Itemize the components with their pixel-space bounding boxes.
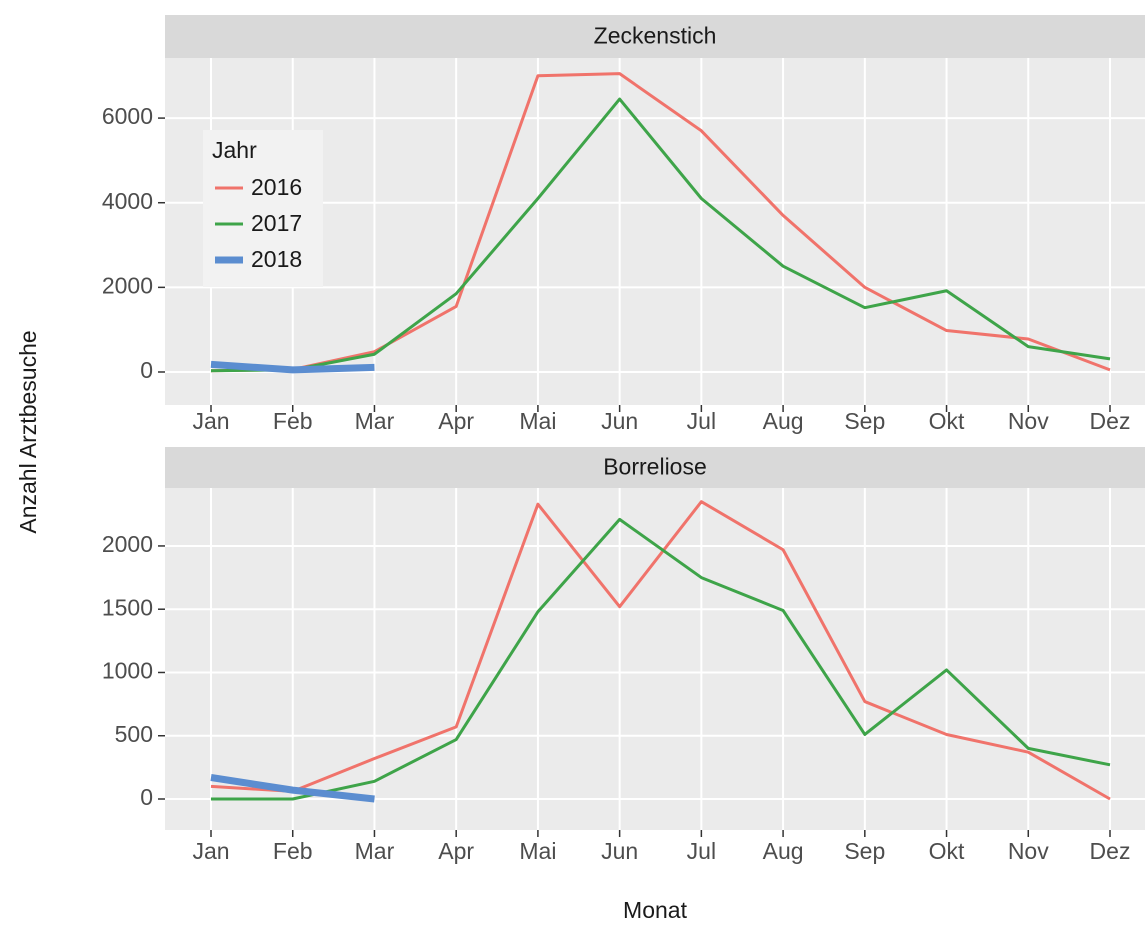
panel xyxy=(165,488,1145,830)
x-tick-label: Sep xyxy=(844,408,885,434)
y-tick-label: 0 xyxy=(140,784,153,810)
x-tick-label: Feb xyxy=(273,838,313,864)
x-tick-label: Feb xyxy=(273,408,313,434)
strip xyxy=(165,15,1145,58)
legend-title: Jahr xyxy=(212,137,257,163)
x-tick-label: Mai xyxy=(519,408,556,434)
legend-label: 2016 xyxy=(251,174,302,200)
panel xyxy=(165,58,1145,405)
series-line xyxy=(211,517,1111,801)
x-tick-label: Mar xyxy=(355,838,395,864)
y-tick-label: 2000 xyxy=(102,531,153,557)
x-tick-label: Nov xyxy=(1008,838,1049,864)
y-axis-title: Anzahl Arztbesuche xyxy=(15,330,41,533)
x-tick-label: Okt xyxy=(929,408,965,434)
x-tick-label: Nov xyxy=(1008,408,1049,434)
series-line xyxy=(210,774,375,803)
series-line xyxy=(210,72,1111,373)
y-tick-label: 6000 xyxy=(102,103,153,129)
x-tick-label: Aug xyxy=(763,408,804,434)
legend-label: 2017 xyxy=(251,210,302,236)
strip xyxy=(165,447,1145,488)
x-tick-label: Jun xyxy=(601,408,638,434)
x-tick-label: Jan xyxy=(192,838,229,864)
x-tick-label: Okt xyxy=(929,838,965,864)
y-tick-label: 4000 xyxy=(102,188,153,214)
x-tick-label: Dez xyxy=(1090,838,1131,864)
x-tick-label: Apr xyxy=(438,408,474,434)
series-line xyxy=(210,500,1111,801)
series-line xyxy=(210,360,375,374)
x-tick-label: Jul xyxy=(687,408,716,434)
x-tick-label: Mar xyxy=(355,408,395,434)
x-tick-label: Aug xyxy=(763,838,804,864)
y-tick-label: 1500 xyxy=(102,594,153,620)
x-axis-title: Monat xyxy=(623,897,688,923)
legend-label: 2018 xyxy=(251,246,302,272)
x-tick-label: Mai xyxy=(519,838,556,864)
series-line xyxy=(210,97,1111,373)
x-tick-label: Jun xyxy=(601,838,638,864)
strip-title: Borreliose xyxy=(603,454,707,480)
y-tick-label: 1000 xyxy=(102,658,153,684)
x-tick-label: Apr xyxy=(438,838,474,864)
strip-title: Zeckenstich xyxy=(594,23,717,49)
y-tick-label: 500 xyxy=(115,721,153,747)
x-tick-label: Sep xyxy=(844,838,885,864)
x-tick-label: Dez xyxy=(1090,408,1131,434)
y-tick-label: 0 xyxy=(140,357,153,383)
x-tick-label: Jan xyxy=(192,408,229,434)
y-tick-label: 2000 xyxy=(102,272,153,298)
x-tick-label: Jul xyxy=(687,838,716,864)
